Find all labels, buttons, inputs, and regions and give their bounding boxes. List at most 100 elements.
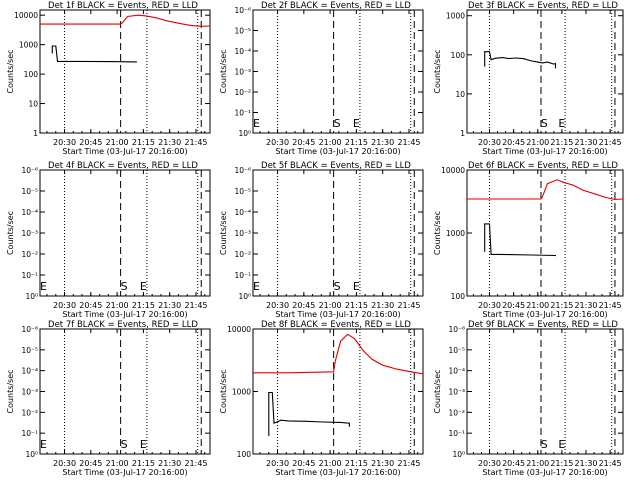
x-tick-label: 21:00 xyxy=(319,459,342,468)
plot-frame xyxy=(252,169,424,297)
x-tick-label: 21:30 xyxy=(158,301,181,310)
y-axis-label: Counts/sec xyxy=(219,49,228,93)
y-tick-label: 10⁻² xyxy=(448,408,465,417)
x-tick-label: 21:30 xyxy=(574,138,597,147)
y-tick-label: 10⁰ xyxy=(25,292,38,301)
y-tick-label: 100 xyxy=(24,70,39,79)
y-axis-label: Counts/sec xyxy=(433,49,442,93)
y-tick-label: 10⁻¹ xyxy=(234,109,251,118)
y-tick-label: 10⁻³ xyxy=(21,388,38,397)
y-tick-label: 10⁻⁵ xyxy=(448,346,465,355)
events-series-line xyxy=(484,51,557,69)
y-tick-label: 10⁻⁴ xyxy=(21,208,38,217)
text-marker-s: S xyxy=(541,117,548,130)
panel-title: Det 3f BLACK = Events, RED = LLD xyxy=(468,1,618,11)
y-tick-label: 10⁻⁵ xyxy=(234,187,251,196)
x-axis-label: Start Time (03-Jul-17 20:16:00) xyxy=(482,468,607,477)
x-tick-label: 20:45 xyxy=(502,138,525,147)
panel-5: Det 5f BLACK = Events, RED = LLD 20:30 20:… xyxy=(219,161,424,319)
x-tick-label: 21:45 xyxy=(397,301,420,310)
y-axis-label: Counts/sec xyxy=(433,211,442,255)
plot-frame xyxy=(252,9,424,134)
y-tick-label: 10000 xyxy=(441,166,465,175)
y-tick-label: 10⁻⁵ xyxy=(21,346,38,355)
y-tick-label: 10⁻⁶ xyxy=(21,325,38,334)
x-tick-label: 21:15 xyxy=(550,459,573,468)
x-axis-label: Start Time (03-Jul-17 20:16:00) xyxy=(62,147,187,156)
y-tick-label: 10⁻⁶ xyxy=(21,166,38,175)
x-tick-label: 21:30 xyxy=(574,459,597,468)
y-tick-label: 1 xyxy=(460,129,465,138)
x-tick-label: 21:30 xyxy=(371,301,394,310)
panel-title: Det 1f BLACK = Events, RED = LLD xyxy=(48,1,198,11)
plot-frame xyxy=(39,328,211,455)
events-series-line xyxy=(268,391,350,436)
y-tick-label: 10⁻³ xyxy=(448,388,465,397)
x-axis-label: Start Time (03-Jul-17 20:16:00) xyxy=(275,468,400,477)
panel-1: Det 1f BLACK = Events, RED = LLD 20:30 20:… xyxy=(6,1,211,156)
x-tick-label: 21:15 xyxy=(132,459,155,468)
x-tick-label: 20:30 xyxy=(53,301,76,310)
text-marker-e: E xyxy=(558,438,565,451)
lld-series-line xyxy=(40,14,211,27)
x-tick-label: 21:15 xyxy=(550,138,573,147)
plot-frame xyxy=(39,9,211,134)
y-tick-label: 10⁻² xyxy=(21,408,38,417)
x-tick-label: 21:45 xyxy=(599,459,622,468)
y-tick-label: 10⁻² xyxy=(21,250,38,259)
y-tick-label: 10⁻¹ xyxy=(21,429,38,438)
panel-9: Det 9f BLACK = Events, RED = LLD 20:30 20:… xyxy=(433,320,624,477)
panel-3: Det 3f BLACK = Events, RED = LLD 20:30 20:… xyxy=(433,1,624,156)
y-tick-label: 10000 xyxy=(227,325,251,334)
y-tick-label: 10⁻⁶ xyxy=(234,6,251,15)
plot-frame xyxy=(466,328,624,455)
x-axis-label: Start Time (03-Jul-17 20:16:00) xyxy=(62,468,187,477)
x-tick-label: 21:00 xyxy=(106,301,129,310)
text-marker-s: S xyxy=(334,280,341,293)
y-tick-label: 10⁻⁴ xyxy=(234,208,251,217)
y-tick-label: 10⁻³ xyxy=(21,229,38,238)
x-tick-label: 21:45 xyxy=(397,138,420,147)
x-tick-label: 20:30 xyxy=(266,301,289,310)
y-tick-label: 10⁻¹ xyxy=(21,271,38,280)
x-tick-label: 20:30 xyxy=(266,459,289,468)
y-tick-label: 100 xyxy=(451,51,466,60)
x-tick-label: 21:00 xyxy=(106,138,129,147)
x-tick-label: 20:45 xyxy=(292,459,315,468)
plot-frame xyxy=(252,328,424,455)
x-tick-label: 21:45 xyxy=(397,459,420,468)
y-tick-label: 10⁰ xyxy=(452,450,465,459)
y-tick-label: 1000 xyxy=(446,229,465,238)
panel-title: Det 7f BLACK = Events, RED = LLD xyxy=(48,320,198,330)
text-marker-e: E xyxy=(558,117,565,130)
x-axis-label: Start Time (03-Jul-17 20:16:00) xyxy=(482,147,607,156)
text-marker-s: S xyxy=(121,438,128,451)
x-tick-label: 20:45 xyxy=(79,138,102,147)
x-tick-label: 21:00 xyxy=(106,459,129,468)
text-marker-e: E xyxy=(353,117,360,130)
y-tick-label: 10⁰ xyxy=(238,129,251,138)
x-tick-label: 20:30 xyxy=(478,138,501,147)
x-tick-label: 21:45 xyxy=(184,459,207,468)
y-tick-label: 1000 xyxy=(232,388,251,397)
x-tick-label: 21:15 xyxy=(345,301,368,310)
y-tick-label: 10 xyxy=(28,100,38,109)
y-tick-label: 10⁰ xyxy=(238,292,251,301)
x-tick-label: 20:30 xyxy=(478,301,501,310)
y-axis-label: Counts/sec xyxy=(219,211,228,255)
text-marker-e: E xyxy=(40,438,47,451)
text-marker-e: E xyxy=(253,117,260,130)
lld-series-line xyxy=(467,179,624,201)
plot-frame xyxy=(466,9,624,134)
x-tick-label: 21:00 xyxy=(319,301,342,310)
x-tick-label: 21:30 xyxy=(371,459,394,468)
panel-2: Det 2f BLACK = Events, RED = LLD 20:30 20:… xyxy=(219,1,424,156)
x-tick-label: 21:15 xyxy=(132,138,155,147)
panel-8: Det 8f BLACK = Events, RED = LLD 20:30 20:… xyxy=(219,320,424,477)
x-tick-label: 21:45 xyxy=(184,138,207,147)
x-tick-label: 21:45 xyxy=(184,301,207,310)
x-tick-label: 21:00 xyxy=(319,138,342,147)
x-tick-label: 21:30 xyxy=(158,459,181,468)
x-tick-label: 20:30 xyxy=(478,459,501,468)
